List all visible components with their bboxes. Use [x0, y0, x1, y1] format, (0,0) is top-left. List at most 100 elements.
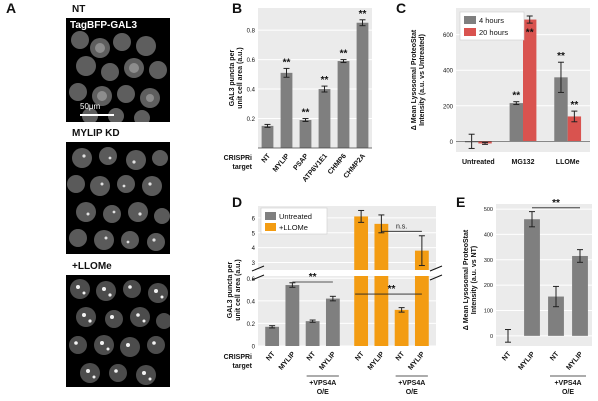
y-tick-label-e: 400 [484, 232, 493, 238]
scale-bar-label: 50μm [80, 102, 101, 111]
legend-swatch-d [265, 212, 276, 220]
x-tick-label-e: NT [549, 350, 561, 362]
bar-e [572, 255, 588, 336]
x-tick-label-b: PSAP [292, 153, 310, 172]
y-tick-label-d-low: 0 [252, 345, 256, 351]
y-axis-title-e-line-1: Intensity (a.u. vs NT) [471, 246, 478, 314]
y-tick-label-d-high: 5 [252, 231, 256, 237]
bar-d [265, 326, 280, 346]
y-tick-label-b: 0.8 [247, 29, 256, 35]
group-label-e-line-0: +VPS4A [554, 380, 581, 387]
x-tick-label-c: Untreated [462, 159, 495, 166]
y-tick-label-b: 0.6 [247, 58, 256, 64]
significance-label-c: ** [526, 28, 534, 39]
row-label-b-line-0: CRISPRi [224, 155, 252, 162]
y-tick-label-d-low: 0.6 [247, 277, 256, 283]
legend-label-d: Untreated [279, 212, 312, 221]
panel-label-c: C [396, 0, 407, 16]
y-axis-title-b-line-1: unit cell area (a.u.) [237, 47, 244, 108]
significance-label-c: ** [570, 100, 578, 111]
legend-swatch-c [464, 28, 476, 36]
significance-label-b: ** [321, 75, 329, 86]
bar-e [524, 219, 540, 336]
significance-label-e: ** [552, 198, 560, 209]
legend-swatch-d [265, 223, 276, 231]
group-label-d-line-0: +VPS4A [398, 380, 425, 387]
panel-label-a: A [6, 0, 17, 16]
significance-label-c: ** [557, 51, 565, 62]
panel-label-e: E [456, 194, 466, 210]
significance-label-b: ** [359, 9, 367, 20]
y-tick-label-e: 300 [484, 258, 493, 264]
y-tick-label-b: 0.2 [247, 117, 256, 123]
bar-d [354, 216, 369, 270]
x-tick-label-c: MG132 [512, 159, 535, 166]
legend-swatch-c [464, 16, 476, 24]
y-tick-label-e: 200 [484, 283, 493, 289]
image-label-nt: NT [72, 4, 86, 15]
x-tick-label-e: NT [501, 350, 513, 362]
x-tick-label-b: MYLIP [272, 153, 291, 174]
row-label-d-line-0: CRISPRi [224, 354, 252, 361]
y-tick-label-c: 200 [443, 104, 454, 110]
group-label-d-line-1: O/E [317, 389, 329, 396]
bar-c [554, 77, 568, 142]
significance-label-b: ** [283, 57, 291, 68]
plot-area-d-bottom [258, 276, 436, 346]
y-tick-label-d-high: 4 [252, 246, 256, 252]
bar-b [337, 61, 350, 149]
micrograph-llome-cells [69, 279, 170, 385]
y-tick-label-e: 500 [484, 207, 493, 213]
x-tick-label-d: NT [306, 350, 318, 362]
scale-bar [80, 114, 114, 116]
significance-label-d: ** [309, 272, 317, 283]
axis-break-d [251, 265, 265, 272]
micrograph-mylip-kd [66, 142, 170, 254]
bar-b [356, 22, 369, 149]
x-tick-label-d: MYLIP [278, 351, 297, 372]
y-tick-label-c: 400 [443, 69, 454, 75]
image-label-mylip-kd: MYLIP KD [72, 128, 120, 139]
image-label-llome: +LLOMe [72, 261, 112, 272]
x-tick-label-c: LLOMe [556, 159, 580, 166]
bar-d [394, 309, 409, 346]
y-tick-label-d-low: 0.4 [247, 299, 256, 305]
x-tick-label-e: MYLIP [565, 351, 584, 372]
plot-area-b [258, 8, 372, 148]
row-label-b-line-1: target [233, 164, 253, 171]
bar-d [325, 298, 340, 346]
y-axis-title-c-line-1: Intensity (a.u. vs Untreated) [419, 34, 426, 126]
y-tick-label-d-high: 6 [252, 216, 256, 222]
group-label-e-line-1: O/E [562, 389, 574, 396]
legend-label-c: 4 hours [479, 16, 504, 25]
legend-label-c: 20 hours [479, 28, 508, 37]
legend-label-d: +LLOMe [279, 223, 308, 232]
group-label-d-line-0: +VPS4A [309, 380, 336, 387]
y-tick-label-c: 0 [450, 140, 454, 146]
x-tick-label-d: NT [354, 350, 366, 362]
significance-label-d: n.s. [396, 223, 407, 230]
y-axis-title-e-line-0: Δ Mean Lysosomal ProteoStat [463, 229, 470, 330]
y-axis-title-d-line-0: GAL3 puncta per [227, 262, 234, 319]
x-tick-label-d: NT [395, 350, 407, 362]
x-tick-label-d: MYLIP [367, 351, 386, 372]
y-axis-title-b-line-0: GAL3 puncta per [229, 50, 236, 107]
y-tick-label-d-low: 0.2 [247, 322, 256, 328]
y-tick-label-e: 100 [484, 309, 493, 315]
bar-c [523, 19, 537, 142]
y-tick-label-b: 0.4 [247, 88, 256, 94]
bar-d [305, 321, 320, 346]
y-axis-title-d-line-1: unit cell area (a.u.) [235, 259, 242, 320]
micrograph-llome [66, 275, 170, 387]
row-label-d-line-1: target [233, 363, 253, 370]
micrograph-mylip-cells [67, 147, 170, 251]
micrograph-nt-cells [69, 31, 167, 122]
panel-label-b: B [232, 0, 243, 16]
significance-label-c: ** [512, 91, 520, 102]
bar-c [509, 103, 523, 142]
bar-d [374, 276, 389, 346]
y-tick-label-c: 600 [443, 33, 454, 39]
x-tick-label-d: MYLIP [407, 351, 426, 372]
bar-b [299, 120, 312, 148]
